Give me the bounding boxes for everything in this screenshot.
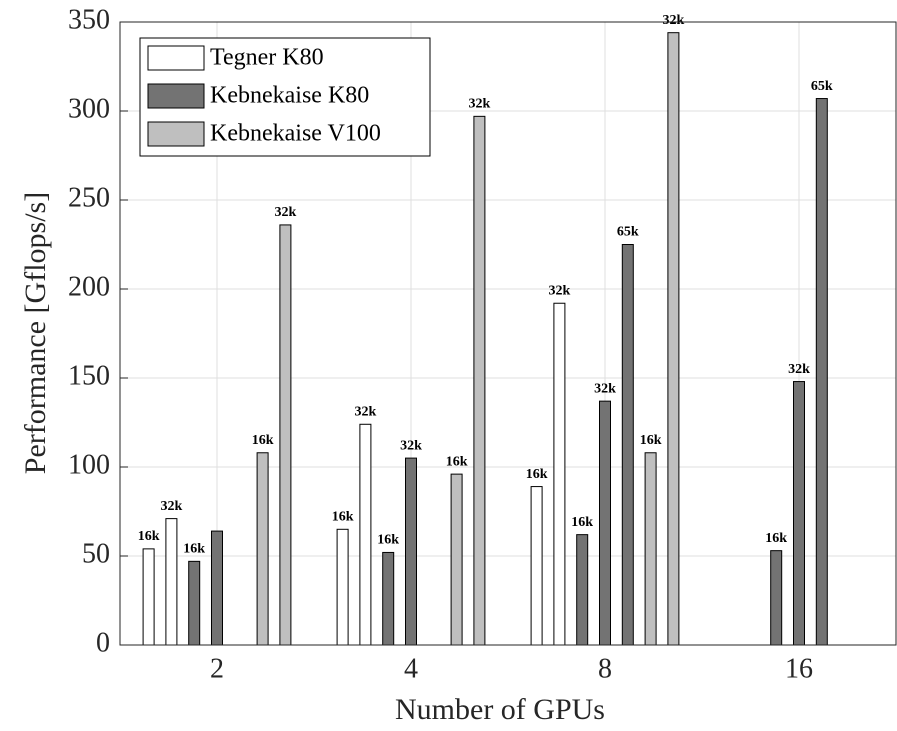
x-tick-label: 4 (404, 653, 418, 684)
bar (279, 224, 292, 646)
legend-swatch (147, 83, 205, 109)
value-label: 65k (617, 225, 639, 240)
y-tick-label: 300 (68, 93, 110, 124)
bar (553, 302, 566, 646)
value-label: 16k (765, 531, 787, 546)
bar (621, 244, 634, 646)
value-label: 16k (332, 510, 354, 525)
value-label: 32k (275, 205, 297, 220)
bar (644, 452, 657, 646)
bar (382, 551, 395, 646)
legend-swatch (147, 121, 205, 147)
value-label: 16k (138, 529, 160, 544)
y-tick-label: 0 (96, 627, 110, 658)
value-label: 16k (252, 433, 274, 448)
x-tick-label: 2 (210, 653, 224, 684)
bar (142, 548, 155, 646)
value-label: 65k (811, 79, 833, 94)
axes-box (119, 21, 897, 646)
bar (576, 534, 589, 646)
bar (473, 115, 486, 646)
y-tick-label: 200 (68, 271, 110, 302)
bar (359, 423, 372, 646)
bar (815, 98, 828, 646)
bar (211, 530, 223, 646)
x-tick-label: 8 (598, 653, 612, 684)
y-tick-label: 250 (68, 182, 110, 213)
value-label: 32k (549, 283, 571, 298)
value-label: 32k (663, 13, 685, 28)
bar (188, 560, 201, 646)
bar (599, 400, 611, 646)
bar (405, 457, 417, 646)
bar (256, 452, 269, 646)
value-label: 16k (377, 533, 399, 548)
x-axis-label: Number of GPUs (395, 693, 605, 726)
legend-swatch (147, 45, 205, 71)
legend-label: Kebnekaise V100 (210, 121, 381, 147)
value-label: 32k (788, 362, 810, 377)
y-axis-label: Performance [Gflops/s] (19, 192, 52, 474)
value-label: 32k (355, 404, 377, 419)
value-label: 32k (594, 381, 616, 396)
bar (667, 32, 680, 646)
value-label: 16k (571, 515, 593, 530)
bar (793, 381, 805, 646)
y-tick-label: 100 (68, 449, 110, 480)
value-label: 16k (183, 542, 205, 557)
value-label: 32k (161, 499, 183, 514)
y-tick-label: 350 (68, 4, 110, 35)
value-label: 32k (469, 97, 491, 112)
legend-label: Tegner K80 (210, 45, 324, 71)
y-tick-label: 150 (68, 360, 110, 391)
y-tick-label: 50 (82, 538, 110, 569)
bar (336, 528, 349, 646)
legend-label: Kebnekaise K80 (210, 83, 369, 109)
value-label: 32k (400, 438, 422, 453)
bar (530, 486, 543, 646)
bar (450, 473, 463, 646)
bar (770, 550, 783, 646)
value-label: 16k (640, 433, 662, 448)
value-label: 16k (446, 454, 468, 469)
value-label: 16k (526, 467, 548, 482)
x-tick-label: 16 (785, 653, 813, 684)
bar (165, 518, 178, 646)
